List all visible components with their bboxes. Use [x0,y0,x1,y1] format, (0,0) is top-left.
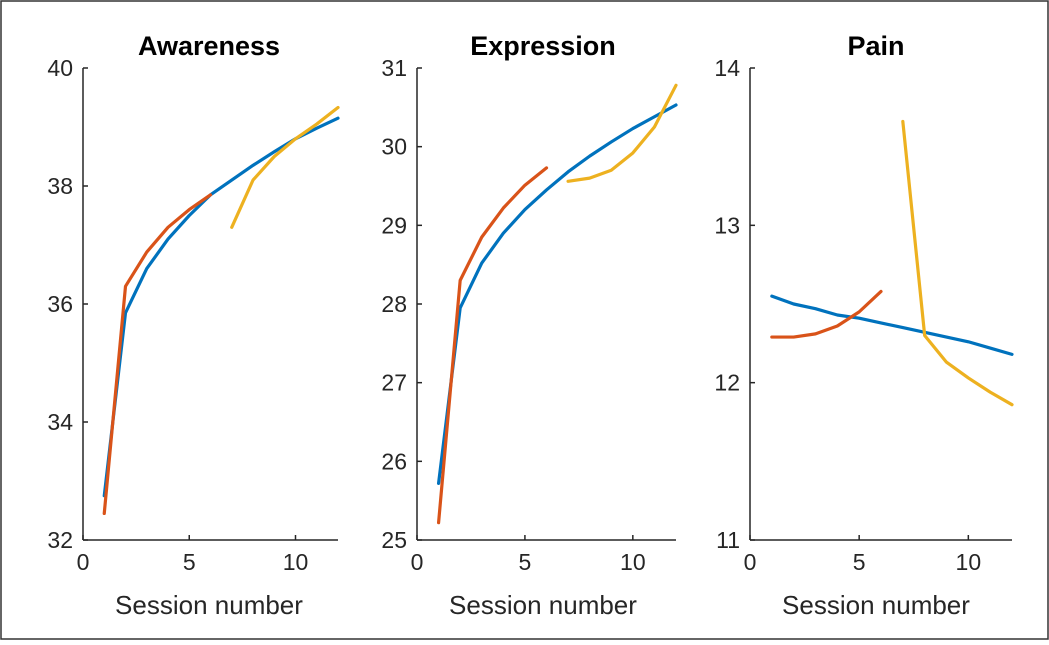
panel-title: Expression [470,31,616,61]
y-tick-label: 32 [47,527,73,553]
y-tick-label: 38 [47,173,73,199]
x-axis-label: Session number [115,590,303,620]
y-tick-label: 34 [47,409,73,435]
x-tick-label: 5 [853,549,866,575]
panel-title: Pain [847,31,904,61]
x-tick-label: 10 [956,549,982,575]
x-axis-label: Session number [782,590,970,620]
x-tick-label: 5 [519,549,532,575]
x-tick-label: 0 [411,549,424,575]
y-tick-label: 31 [381,55,407,81]
y-tick-label: 28 [381,291,407,317]
x-axis-label: Session number [449,590,637,620]
y-tick-label: 36 [47,291,73,317]
y-tick-label: 40 [47,55,73,81]
x-tick-label: 0 [77,549,90,575]
x-tick-label: 10 [620,549,646,575]
y-tick-label: 11 [716,527,740,553]
y-tick-label: 26 [381,448,407,474]
x-tick-label: 10 [283,549,309,575]
x-tick-label: 5 [183,549,196,575]
y-tick-label: 14 [714,55,740,81]
y-tick-label: 29 [381,212,407,238]
x-tick-label: 0 [744,549,757,575]
y-tick-label: 25 [381,527,407,553]
y-tick-label: 12 [714,370,740,396]
y-tick-label: 27 [381,370,407,396]
panel-title: Awareness [138,31,280,61]
y-tick-label: 13 [714,212,740,238]
y-tick-label: 30 [381,134,407,160]
